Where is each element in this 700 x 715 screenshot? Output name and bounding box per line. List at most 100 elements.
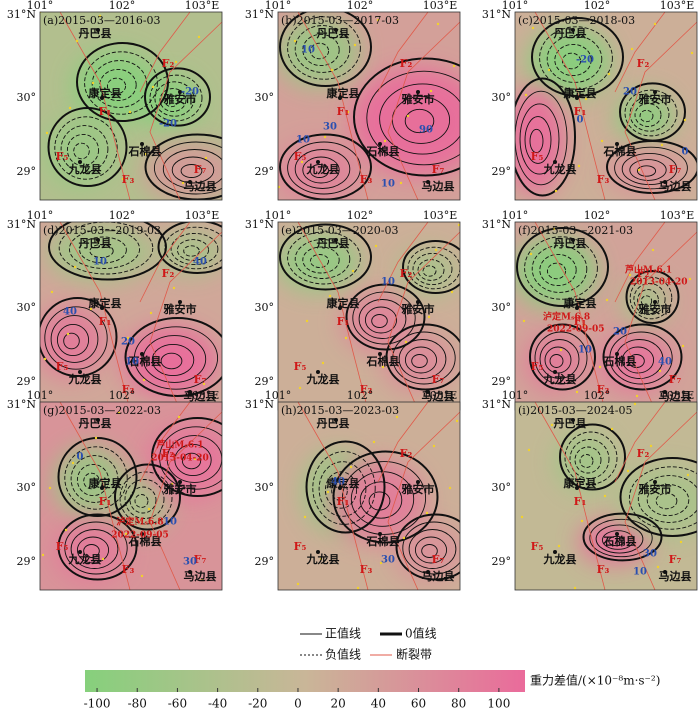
legend-text: 0值线 (405, 626, 437, 641)
station-dot (296, 582, 300, 586)
station-dot (202, 382, 206, 386)
negative-contour (68, 229, 141, 269)
x-tick-label: 101° (265, 209, 292, 222)
contour-label: 10 (93, 257, 107, 268)
contour-label: 0 (77, 452, 84, 463)
place-name: 丹巴县 (554, 237, 587, 250)
station-dot (73, 265, 77, 269)
city-dot (334, 418, 338, 422)
negative-contour (73, 142, 90, 160)
negative-contour (106, 77, 127, 95)
negative-contour (628, 466, 697, 530)
place-name: 康定县 (89, 86, 122, 100)
city-dot (553, 550, 557, 554)
positive-contour (180, 164, 203, 178)
fault-label: F₃ (597, 563, 610, 576)
fault-zone (387, 21, 460, 200)
map-panel: 101° 102° 103°E 31°N 30° 29° (e)2015-03—2020-0… (245, 209, 461, 411)
station-dot (381, 365, 385, 369)
station-dot (330, 68, 334, 72)
city-dot (615, 352, 619, 356)
positive-contour (64, 521, 128, 575)
city-dot (426, 180, 430, 184)
place-name: 九龙县 (68, 372, 102, 386)
fault-label: F₂ (162, 57, 175, 70)
city-dot (96, 28, 100, 32)
place-name: 石棉县 (128, 534, 162, 548)
place-name: 雅安市 (639, 302, 672, 316)
station-dot (75, 39, 79, 43)
map-body (515, 402, 697, 590)
city-dot (571, 28, 575, 32)
fault-zone (534, 12, 606, 200)
fault-label: F₂ (637, 447, 650, 460)
station-dot (552, 227, 556, 231)
legend-text: 负值线 (325, 647, 361, 662)
negative-contour (559, 423, 626, 491)
positive-contour (615, 339, 664, 379)
colorbar-title: 重力差值/(×10⁻⁸m·s⁻²) (530, 673, 660, 688)
positive-contour (402, 521, 460, 575)
x-tick-label: 102° (584, 389, 611, 402)
positive-contour (529, 128, 544, 154)
negative-contour (574, 446, 602, 474)
city-dot (615, 142, 619, 146)
city-dot (416, 300, 420, 304)
station-dot (172, 286, 176, 290)
station-dot (683, 118, 687, 122)
station-dot (147, 507, 151, 511)
earthquake-note: 2013-04-20 (630, 278, 688, 288)
fault-label: F₁ (99, 105, 112, 118)
contour-label: 10 (381, 179, 395, 190)
station-dot (41, 553, 45, 557)
anomaly-area (615, 90, 675, 144)
place-name: 雅安市 (639, 482, 672, 496)
contour-label: -20 (576, 55, 594, 66)
station-dot (300, 160, 304, 164)
y-tick-label: 31°N (482, 218, 511, 231)
station-dot (524, 93, 528, 97)
map-body (40, 222, 222, 410)
map-body (278, 402, 460, 590)
positive-contour (544, 346, 572, 374)
x-tick-label: 102° (347, 0, 374, 12)
negative-contour (579, 454, 594, 468)
positive-contour (353, 57, 460, 177)
contour-label: 90 (419, 125, 433, 136)
map-body (278, 222, 460, 410)
earthquake-note: 2022-09-05 (111, 531, 169, 541)
station-dot (573, 586, 577, 590)
negative-contour (164, 226, 222, 270)
positive-contour (159, 426, 222, 490)
positive-contour (609, 331, 673, 385)
place-name: 丹巴县 (79, 237, 112, 250)
map-frame (277, 401, 461, 591)
x-tick-label: 102° (584, 0, 611, 12)
station-dot (321, 361, 325, 365)
fault-zone (139, 222, 191, 303)
station-dot (633, 402, 637, 406)
station-dot (126, 336, 130, 340)
negative-contour (302, 246, 340, 274)
place-name: 马边县 (422, 389, 455, 403)
y-tick-label: 30° (255, 91, 275, 104)
fault-zone (377, 402, 429, 483)
fault-label: F₃ (360, 173, 373, 186)
negative-contour (629, 276, 673, 320)
place-name: 雅安市 (402, 482, 435, 496)
colorbar-tick-label: 40 (371, 697, 386, 711)
y-tick-label: 31°N (7, 398, 36, 411)
station-dot (64, 528, 68, 532)
contour-label: 10 (163, 517, 177, 528)
station-dot (91, 81, 95, 85)
station-dot (43, 357, 47, 361)
fault-label: F₁ (337, 315, 350, 328)
anomaly-area (110, 472, 170, 532)
panel-label: (g)2015-03—2022-03 (43, 404, 161, 417)
anomaly-area (617, 466, 697, 538)
fault-zone (614, 12, 666, 93)
y-tick-label: 29° (492, 165, 512, 178)
anomaly-area (44, 116, 116, 188)
negative-contour (302, 33, 340, 67)
negative-contour (564, 431, 618, 485)
